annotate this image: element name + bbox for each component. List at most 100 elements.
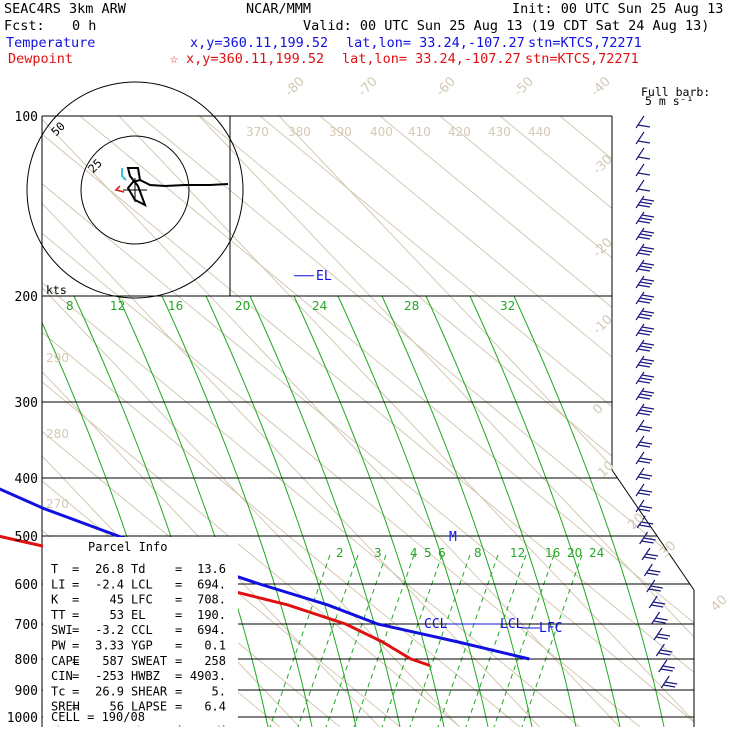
mixing-ratio-line xyxy=(381,554,443,727)
wind-barb-flag xyxy=(660,649,673,653)
full-barb-label: Full barb: xyxy=(641,85,710,99)
parcel-key: SWI xyxy=(51,623,73,637)
parcel-key: EL xyxy=(131,608,145,622)
temperature-legend-label: Temperature xyxy=(6,35,95,51)
wind-barb-flag xyxy=(637,492,651,496)
theta-label: 420 xyxy=(448,125,471,139)
dry-adiabat-line xyxy=(199,116,694,727)
parcel-value: 0.1 xyxy=(204,639,226,653)
isotherm-label: -70 xyxy=(355,74,381,100)
lcl-label: LCL xyxy=(500,617,524,632)
lfc-label: LFC xyxy=(539,621,562,636)
wind-barb-flag xyxy=(639,377,653,381)
pressure-label: 300 xyxy=(15,396,38,411)
parcel-equals: = xyxy=(72,700,79,714)
mixing-ratio-label: 5 xyxy=(424,546,432,560)
parcel-key: LCL xyxy=(131,577,153,591)
parcel-equals: = xyxy=(175,684,182,698)
wind-barb-flag xyxy=(637,252,651,256)
parcel-value: 694. xyxy=(197,623,226,637)
parcel-info-title: Parcel Info xyxy=(88,540,167,554)
parcel-key: CCL xyxy=(131,623,153,637)
parcel-key: SWEAT xyxy=(131,654,167,668)
mixing-ratio-label: 4 xyxy=(410,546,418,560)
wind-barb-flag xyxy=(641,540,654,544)
wind-barb-flag xyxy=(655,636,669,640)
parcel-equals: = xyxy=(72,639,79,653)
wind-barb-flag xyxy=(665,681,678,685)
wind-barb-flag xyxy=(639,297,653,301)
parcel-equals: = xyxy=(72,562,79,576)
parcel-value: -253 xyxy=(95,669,124,683)
mixing-ratio-line xyxy=(465,554,527,727)
hodograph-ring-50 xyxy=(26,81,244,299)
parcel-key: LAPSE xyxy=(131,700,167,714)
mixing-ratio-label: 32 xyxy=(500,299,515,313)
parcel-key: CIN xyxy=(51,669,73,683)
mixing-ratio-label: 8 xyxy=(66,299,74,313)
wind-barb-flag xyxy=(639,345,653,349)
wind-barb-flag xyxy=(639,524,652,528)
parcel-equals: = xyxy=(72,669,79,683)
theta-label: 290 xyxy=(46,351,69,365)
wind-barb-flag xyxy=(639,361,653,365)
wind-barb-flag xyxy=(651,604,664,608)
wind-barb-flag xyxy=(637,204,651,208)
wind-barb-flag xyxy=(641,198,655,202)
wind-barb-flag xyxy=(648,569,661,573)
pressure-label: 400 xyxy=(15,472,38,487)
wind-barb-flag xyxy=(637,172,651,176)
wind-barb-flag xyxy=(641,230,655,234)
wind-barb-flag xyxy=(663,684,676,688)
wind-barb-flag xyxy=(637,332,651,336)
isotherm-line xyxy=(42,116,540,727)
moist-adiabat-line xyxy=(337,295,489,727)
wind-barb-flag xyxy=(662,665,675,669)
background-lines xyxy=(42,116,694,727)
mixing-ratio-label: 16 xyxy=(545,546,560,560)
isotherm-label: -40 xyxy=(588,74,614,100)
parcel-cell: CELL = 190/08 xyxy=(51,710,145,724)
moist-adiabat-line xyxy=(425,295,577,727)
wind-barb-flag xyxy=(658,652,671,656)
hodograph-trace-surface xyxy=(114,185,125,193)
parcel-value: 13.6 xyxy=(197,562,226,576)
parcel-key: Td xyxy=(131,562,145,576)
dewpoint-star-icon: ☆ xyxy=(170,51,178,67)
wind-barb-flag xyxy=(645,553,659,557)
isotherm-line xyxy=(42,116,460,727)
wind-barb xyxy=(635,115,645,129)
wind-barb-flag xyxy=(653,601,666,605)
wind-barb-flag xyxy=(637,476,651,480)
mixing-ratio-label: 6 xyxy=(438,546,446,560)
parcel-key: TT xyxy=(51,608,65,622)
dry-adiabat-line xyxy=(42,116,461,727)
wind-barb-flag xyxy=(637,140,651,144)
moist-adiabat-line xyxy=(513,295,665,727)
wind-barb-flag xyxy=(639,393,653,397)
wind-barb-flag xyxy=(641,342,655,346)
mixing-ratio-line xyxy=(409,554,471,727)
wind-barb-flag xyxy=(639,281,653,285)
mixing-ratio-label: 3 xyxy=(374,546,382,560)
parcel-value: 6.4 xyxy=(204,700,226,714)
isotherm-label: 10 xyxy=(595,459,617,481)
mixing-ratio-line xyxy=(493,554,555,727)
wind-barb-flag xyxy=(643,537,656,541)
parcel-key: T xyxy=(51,562,58,576)
dry-adiabat-line xyxy=(42,116,401,727)
isotherm-line xyxy=(198,116,694,727)
wind-barb-flag xyxy=(637,316,651,320)
mixing-ratio-label: 2 xyxy=(336,546,344,560)
dry-adiabat-line xyxy=(319,116,694,727)
dewpoint-profile xyxy=(0,534,431,667)
parcel-equals: = xyxy=(72,684,79,698)
moist-adiabat-line xyxy=(249,295,401,727)
parcel-equals: = xyxy=(175,562,182,576)
mixing-ratio-line xyxy=(297,554,359,727)
dry-adiabat-line xyxy=(679,116,694,727)
pressure-label: 800 xyxy=(15,653,38,668)
parcel-key: YGP xyxy=(131,639,153,653)
wind-barb-flag xyxy=(637,396,651,400)
init-time: Init: 00 UTC Sun 25 Aug 13 xyxy=(512,1,723,17)
